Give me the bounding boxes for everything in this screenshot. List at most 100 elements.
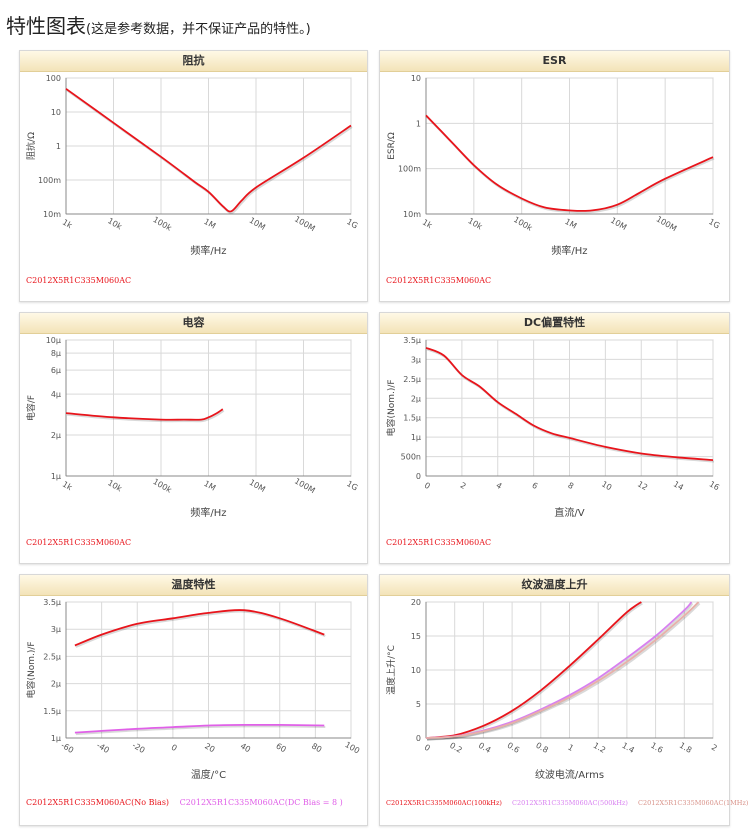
chart-dcbias: 0 500n 1μ 1.5μ 2μ 2.5μ 3μ 3.5μ 0 2 4 6 8 10 12 14 16 直流/V…	[385, 336, 721, 519]
chart-panel-temperature: 温度特性 1μ 1.5μ 2μ 2.5μ 3μ 3.5μ -60 -40 -20 0 20 40 60 8…	[19, 574, 368, 826]
legend-item: C2012X5R1C335M060AC	[386, 276, 492, 285]
y-tick-label: 1.5μ	[43, 707, 61, 716]
x-tick-label: 8	[566, 481, 575, 491]
series-line	[65, 88, 352, 213]
y-tick-label: 20	[411, 598, 421, 607]
y-tick-label: 2.5μ	[43, 652, 61, 661]
y-tick-label: 100m	[398, 165, 421, 174]
series-shadow	[66, 409, 225, 423]
x-tick-label: 20	[203, 741, 216, 754]
x-axis-label: 直流/V	[554, 506, 584, 519]
x-axis-label: 纹波电流/Arms	[535, 768, 604, 781]
x-tick-label: 40	[239, 741, 252, 754]
x-tick-label: 10M	[609, 216, 628, 232]
y-tick-label: 3.5μ	[43, 598, 61, 607]
y-axis-label: 电容(Nom.)/F	[385, 379, 397, 436]
y-axis-label: 阻抗/Ω	[25, 132, 37, 160]
y-axis-label: 电容/F	[25, 395, 37, 421]
x-tick-label: 1k	[421, 218, 434, 231]
y-tick-label: 1	[416, 119, 421, 128]
y-tick-label: 10m	[403, 210, 421, 219]
x-tick-label: 100M	[655, 214, 679, 233]
y-tick-label: 2μ	[411, 394, 421, 403]
page-title-note: (这是参考数据，并不保证产品的特性。)	[86, 22, 311, 37]
x-tick-label: 0.8	[534, 741, 550, 755]
x-tick-label: 6	[530, 481, 539, 491]
y-tick-label: 10m	[43, 210, 61, 219]
x-tick-label: 10	[600, 479, 613, 492]
x-tick-label: 100k	[151, 477, 173, 495]
y-tick-label: 8μ	[51, 349, 61, 358]
chart-panel-capacitance: 电容 1μ 2μ 4μ 6μ 8μ 10μ 1k 10k 100k 1M 10M 100M 1G 频率/H…	[19, 312, 368, 564]
chart-esr: 10m 100m 1 10 1k 10k 100k 1M 10M 100M 1G 频率/Hz ESR/Ω	[387, 74, 721, 257]
y-tick-label: 500n	[401, 453, 421, 462]
y-tick-label: 10	[411, 666, 421, 675]
series-line	[425, 601, 642, 739]
y-tick-label: 3μ	[411, 355, 421, 364]
series-line	[425, 114, 714, 212]
x-axis-label: 频率/Hz	[551, 244, 587, 257]
chart-ripple: 0 5 10 15 20 0 0.2 0.4 0.6 0.8 1 1.2 1.4 1.6 1.8 2 纹波电流/…	[385, 598, 719, 781]
x-tick-label: 2	[710, 743, 719, 753]
series-shadow	[75, 610, 326, 648]
x-tick-label: 0.6	[506, 741, 522, 755]
chart-capacitance: 1μ 2μ 4μ 6μ 8μ 10μ 1k 10k 100k 1M 10M 100M 1G 频率/Hz 电容…	[25, 336, 359, 519]
x-tick-label: 10M	[248, 216, 267, 232]
chart-panel-impedance: 阻抗 10m 100m 1 10 100 1k 10k 100k 1M 10M 100M 1G 频率/H…	[19, 50, 368, 302]
x-tick-label: 100M	[293, 476, 317, 495]
x-tick-label: 1G	[345, 217, 359, 230]
series-line	[74, 609, 325, 647]
y-tick-label: 0	[416, 734, 421, 743]
legend: C2012X5R1C335M060AC	[386, 538, 491, 547]
legend-item: C2012X5R1C335M060AC	[386, 538, 492, 547]
x-tick-label: 1G	[707, 217, 721, 230]
chart-panel-esr: ESR 10m 100m 1 10 1k 10k 100k 1M 10M 100M 1G 频率/Hz E…	[379, 50, 730, 302]
x-tick-label: 100k	[151, 215, 173, 233]
y-tick-label: 3.5μ	[403, 336, 421, 345]
legend-item: C2012X5R1C335M060AC(500kHz)	[512, 799, 628, 807]
x-tick-label: 14	[672, 479, 685, 492]
x-tick-label: 0.4	[477, 741, 493, 755]
legend: C2012X5R1C335M060AC	[26, 276, 131, 285]
legend-item: C2012X5R1C335M060AC(DC Bias = 8 )	[179, 798, 343, 807]
x-tick-label: 1M	[202, 217, 217, 231]
x-tick-label: -20	[131, 741, 147, 755]
x-tick-label: 16	[708, 479, 721, 492]
y-axis-label: 电容(Nom.)/F	[25, 641, 37, 698]
x-tick-label: 0	[423, 743, 432, 753]
x-tick-label: 1M	[563, 217, 578, 231]
x-tick-label: 10k	[466, 216, 484, 231]
y-tick-label: 10	[51, 108, 61, 117]
series-line	[74, 724, 325, 734]
legend-item: C2012X5R1C335M060AC	[26, 276, 132, 285]
chart-title: DC偏置特性	[380, 313, 729, 334]
chart-title: 电容	[20, 313, 367, 334]
legend: C2012X5R1C335M060AC	[386, 276, 491, 285]
x-tick-label: 12	[636, 479, 649, 492]
x-tick-label: 1M	[202, 479, 217, 493]
x-tick-label: 0	[423, 481, 432, 491]
legend: C2012X5R1C335M060AC(100kHz) C2012X5R1C33…	[386, 799, 748, 807]
y-tick-label: 100	[46, 74, 61, 83]
x-axis-label: 频率/Hz	[190, 244, 226, 257]
y-tick-label: 2μ	[51, 680, 61, 689]
y-tick-label: 1.5μ	[403, 414, 421, 423]
legend: C2012X5R1C335M060AC	[26, 538, 131, 547]
x-tick-label: 1k	[61, 218, 74, 231]
series-line	[65, 408, 224, 421]
chart-title: ESR	[380, 51, 729, 72]
page-title: 特性图表(这是参考数据，并不保证产品的特性。)	[6, 10, 311, 39]
y-tick-label: 3μ	[51, 625, 61, 634]
x-tick-label: 60	[274, 741, 287, 754]
x-tick-label: 80	[310, 741, 323, 754]
x-tick-label: 100M	[293, 214, 317, 233]
y-tick-label: 0	[416, 472, 421, 481]
x-tick-label: 1.6	[649, 741, 665, 755]
x-tick-label: 0.2	[448, 741, 464, 755]
y-tick-label: 1μ	[51, 734, 61, 743]
y-tick-label: 100m	[38, 176, 61, 185]
legend-item: C2012X5R1C335M060AC(1MHz)	[638, 799, 749, 807]
y-tick-label: 10	[411, 74, 421, 83]
y-tick-label: 1	[56, 142, 61, 151]
y-axis-label: ESR/Ω	[387, 132, 397, 160]
